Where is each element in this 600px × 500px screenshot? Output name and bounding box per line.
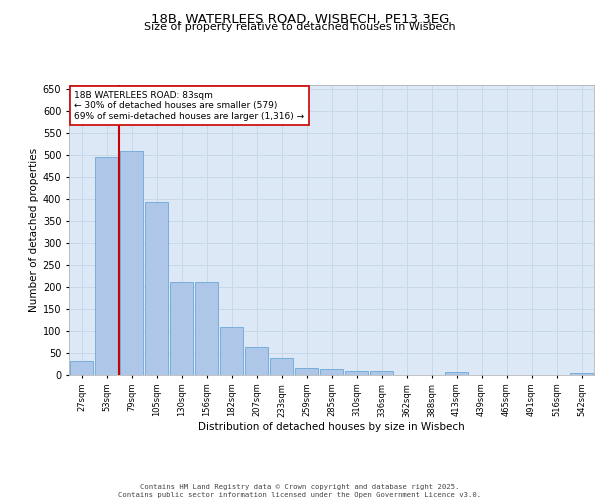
Bar [220, 326, 244, 375]
Text: 18B, WATERLEES ROAD, WISBECH, PE13 3EG: 18B, WATERLEES ROAD, WISBECH, PE13 3EG [151, 12, 449, 26]
Bar [245, 348, 268, 375]
Bar [370, 371, 394, 375]
Bar [170, 282, 193, 375]
Bar [445, 372, 469, 375]
Bar [95, 156, 118, 375]
X-axis label: Distribution of detached houses by size in Wisbech: Distribution of detached houses by size … [198, 422, 465, 432]
Bar [145, 202, 169, 375]
Bar [269, 358, 293, 375]
Text: Size of property relative to detached houses in Wisbech: Size of property relative to detached ho… [144, 22, 456, 32]
Text: 18B WATERLEES ROAD: 83sqm
← 30% of detached houses are smaller (579)
69% of semi: 18B WATERLEES ROAD: 83sqm ← 30% of detac… [74, 91, 304, 120]
Bar [344, 371, 368, 375]
Bar [119, 151, 143, 375]
Y-axis label: Number of detached properties: Number of detached properties [29, 148, 38, 312]
Bar [194, 282, 218, 375]
Bar [295, 368, 319, 375]
Bar [569, 373, 593, 375]
Bar [320, 369, 343, 375]
Text: Contains HM Land Registry data © Crown copyright and database right 2025.
Contai: Contains HM Land Registry data © Crown c… [118, 484, 482, 498]
Bar [70, 361, 94, 375]
